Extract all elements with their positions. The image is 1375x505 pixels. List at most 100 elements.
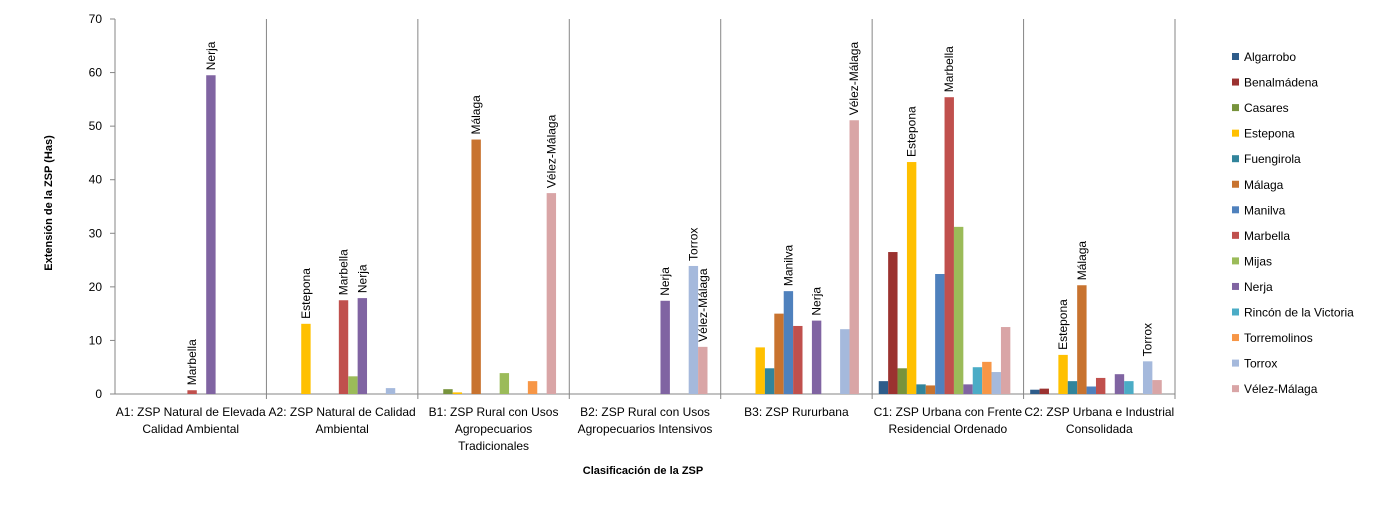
legend-entry: Torrox [1244, 357, 1277, 371]
legend-entry: Rincón de la Victoria [1244, 306, 1354, 320]
bar [755, 347, 765, 394]
bar [982, 361, 992, 394]
legend-swatch [1232, 282, 1239, 290]
bar [499, 373, 510, 394]
x-axis: A1: ZSP Natural de Elevada Calidad Ambien… [115, 19, 1176, 453]
legend-swatch [1232, 180, 1239, 188]
x-tick-label: A1: ZSP Natural de Elevada Calidad Ambien… [116, 405, 266, 436]
bar [385, 388, 396, 394]
y-tick-label: 10 [89, 333, 103, 347]
bar [1114, 374, 1125, 394]
bar [688, 265, 699, 394]
bar [698, 346, 708, 394]
bar-annotation-label: Estepona [1056, 299, 1070, 350]
bar [897, 368, 907, 394]
bar [527, 381, 538, 394]
bar [811, 320, 822, 394]
bar-annotation-label: Nerja [355, 264, 369, 293]
bar-annotation-label: Nerja [810, 287, 824, 316]
bar [1086, 386, 1096, 394]
legend-swatch [1232, 385, 1239, 393]
bar-annotation-label: Nerja [658, 267, 672, 296]
y-tick-label: 0 [95, 387, 102, 401]
legend-entry: Marbella [1244, 229, 1290, 243]
y-tick-label: 40 [89, 173, 103, 187]
bar [660, 300, 670, 394]
bar [471, 139, 481, 394]
bar [348, 376, 358, 394]
bar [963, 384, 973, 394]
y-tick-label: 30 [89, 226, 103, 240]
bar [338, 300, 349, 394]
legend-entry: Mijas [1244, 254, 1272, 268]
legend-swatch [1232, 308, 1239, 316]
legend-swatch [1232, 359, 1239, 367]
bar-annotation-label: Marbella [337, 249, 351, 295]
bar [1058, 354, 1068, 394]
bars [187, 75, 1162, 395]
bar [1000, 327, 1011, 394]
bar [443, 389, 453, 394]
y-axis: 0 10 20 30 40 50 60 70 [89, 12, 116, 401]
bar-annotation-label: Torrox [1141, 323, 1155, 356]
legend-swatch [1232, 53, 1239, 60]
x-tick-label: C2: ZSP Urbana e Industrial Consolidada [1024, 405, 1174, 436]
bar [1067, 381, 1078, 394]
bar [888, 252, 898, 394]
bar [944, 97, 954, 395]
bar [301, 323, 311, 394]
bar [925, 385, 936, 394]
y-axis-title: Extensión de la ZSP (Has) [43, 135, 55, 271]
bar-annotation-label: Nerja [204, 41, 218, 70]
legend-entry: Torremolinos [1244, 331, 1313, 345]
bar [991, 372, 1001, 394]
bar [916, 384, 926, 394]
bar [783, 291, 794, 394]
bar [1095, 377, 1106, 394]
bar-annotation-label: Vélez-Málaga [847, 42, 861, 116]
bar-annotation-label: Málaga [469, 95, 483, 135]
y-tick-label: 20 [89, 280, 103, 294]
y-tick-label: 70 [89, 12, 103, 26]
bar-annotation-label: Manilva [781, 244, 795, 286]
x-tick-label: B3: ZSP Rururbana [744, 405, 849, 419]
bar-annotation-label: Málaga [1075, 241, 1089, 281]
y-tick-label: 50 [89, 119, 103, 133]
bar [953, 226, 964, 394]
bar-annotation-label: Vélez-Málaga [696, 268, 710, 342]
bar-annotation-label: Estepona [905, 106, 919, 157]
legend: Algarrobo Benalmádena Casares Estepona Fueng… [1232, 50, 1354, 396]
y-tick-label: 60 [89, 66, 103, 80]
x-tick-label: A2: ZSP Natural de Calidad Ambiental [269, 405, 416, 436]
legend-swatch [1232, 206, 1239, 214]
x-tick-label: B2: ZSP Rural con Usos Agropecuarios Inte… [578, 405, 713, 436]
bar [1142, 361, 1153, 394]
bar [793, 325, 803, 394]
bar [935, 274, 945, 394]
legend-entry: Nerja [1244, 280, 1273, 294]
bar [972, 367, 983, 394]
bar-annotation-label: Vélez-Málaga [544, 114, 558, 188]
bar [452, 392, 463, 394]
legend-entry: Fuengirola [1244, 152, 1301, 166]
bar-annotation-label: Torrox [686, 228, 700, 261]
bar-annotation-label: Marbella [942, 46, 956, 92]
x-axis-title: Clasificación de la ZSP [583, 465, 703, 477]
legend-entry: Casares [1244, 101, 1289, 115]
legend-entry: Vélez-Málaga [1244, 382, 1318, 396]
bar [187, 390, 197, 394]
bar [1077, 285, 1087, 394]
legend-entry: Benalmádena [1244, 76, 1318, 90]
bar [206, 75, 216, 394]
bar [840, 329, 850, 394]
x-tick-label: C1: ZSP Urbana con Frente Residencial Ord… [874, 405, 1023, 436]
legend-swatch [1232, 231, 1239, 239]
bar-annotation-label: Marbella [185, 339, 199, 385]
bar [878, 381, 889, 394]
legend-entry: Estepona [1244, 127, 1295, 141]
legend-entry: Málaga [1244, 178, 1284, 192]
bar [849, 120, 859, 394]
bar [1124, 381, 1134, 394]
bar [764, 368, 775, 394]
